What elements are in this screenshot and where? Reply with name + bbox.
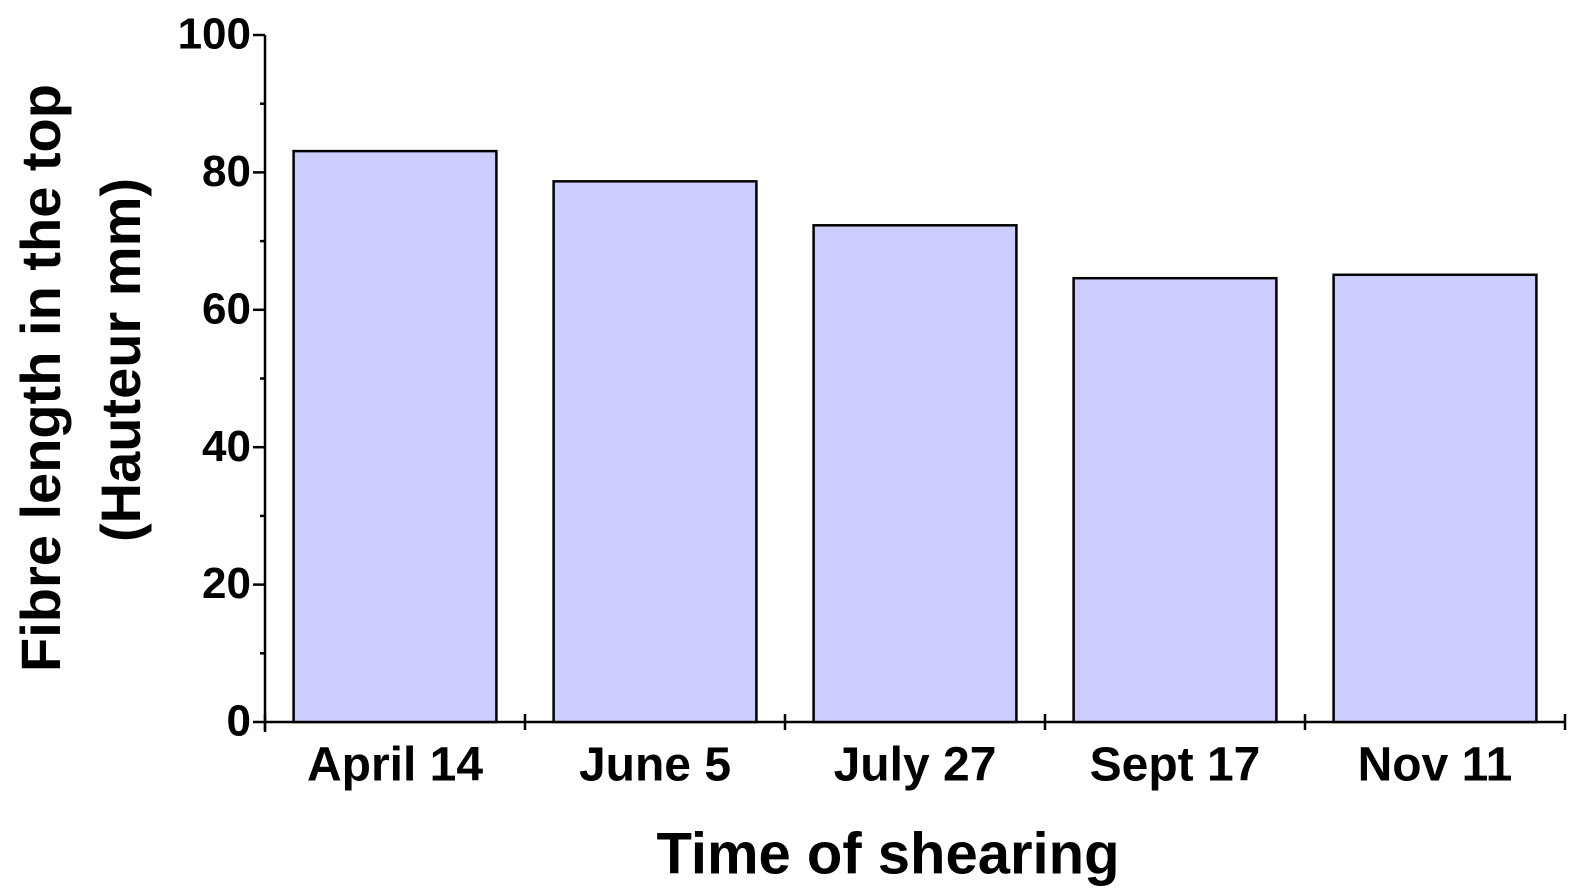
y-tick-label: 40 <box>202 422 251 471</box>
y-tick-label: 0 <box>227 697 251 746</box>
x-tick-label: July 27 <box>834 739 997 792</box>
bar <box>1072 276 1278 724</box>
y-axis-label: (Hauteur mm) <box>89 178 152 542</box>
y-tick-label: 20 <box>202 559 251 608</box>
x-tick-label: June 5 <box>579 739 731 792</box>
x-tick-label: Nov 11 <box>1358 739 1513 792</box>
x-axis-label: Time of shearing <box>656 821 1119 886</box>
x-tick-label: April 14 <box>307 739 483 792</box>
bar <box>292 149 498 724</box>
y-tick-label: 80 <box>202 147 251 196</box>
bar <box>1332 273 1538 724</box>
bar <box>812 224 1018 724</box>
bar <box>552 180 758 724</box>
y-axis-label: Fibre length in the top <box>9 84 72 672</box>
y-tick-label: 100 <box>178 10 251 59</box>
y-tick-label: 60 <box>202 284 251 333</box>
x-tick-label: Sept 17 <box>1090 739 1261 792</box>
